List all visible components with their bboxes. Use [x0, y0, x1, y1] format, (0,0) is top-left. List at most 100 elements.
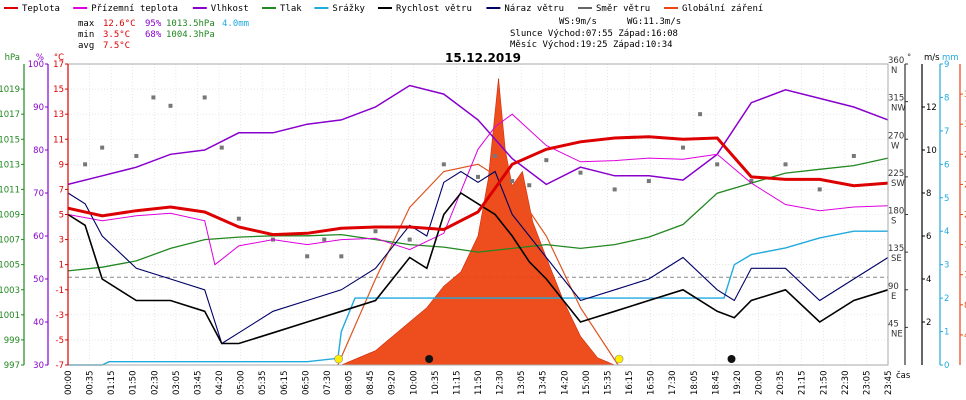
axis-c-tick-label: 7 — [59, 185, 64, 195]
axis-mm-tick-label: 0 — [944, 361, 949, 371]
wind-direction-point — [134, 153, 139, 158]
axis-hpa-tick-label: 997 — [4, 361, 20, 371]
axis-wm2-tick-label: 168 — [964, 241, 966, 251]
axis-ms-tick-label: 8 — [926, 189, 931, 199]
x-tick-label: 23:05 — [862, 371, 872, 396]
axis-pct-tick-label: 70 — [33, 189, 44, 199]
axis-pct-tick-label: 90 — [33, 103, 44, 113]
axis-hpa-tick-label: 1011 — [0, 185, 20, 195]
stat-max-label: max — [78, 19, 95, 29]
axis-mm-tick-label: 4 — [944, 227, 949, 237]
axis-deg-unit: ° — [907, 53, 911, 63]
axis-deg-tick-label: 180 — [888, 207, 904, 217]
axis-hpa-tick-label: 999 — [4, 336, 20, 346]
wind-direction-point — [168, 103, 173, 108]
axis-c-tick-label: -5 — [56, 336, 64, 346]
series-clear-sky-radiation — [337, 163, 619, 366]
axis-wm2-tick-label: 378 — [964, 90, 966, 100]
x-tick-label: 08:05 — [345, 371, 355, 396]
x-tick-label: 19:20 — [733, 371, 743, 396]
axis-mm-tick-label: 1 — [944, 328, 949, 338]
wind-direction-point — [698, 112, 703, 117]
series-wind-gust — [67, 170, 889, 345]
x-tick-label: 21:15 — [798, 371, 808, 396]
stat-max-temp: 12.6°C — [103, 19, 136, 29]
axis-deg-tick-label: NE — [891, 329, 903, 339]
stat-avg-label: avg — [78, 41, 94, 51]
axis-c-tick-label: 9 — [59, 160, 64, 170]
legend-label: Vlhkost — [211, 4, 249, 14]
x-tick-label: 15:00 — [582, 371, 592, 396]
chart-title: 15.12.2019 — [445, 51, 521, 65]
axis-ms-tick-label: 10 — [926, 146, 937, 156]
axis-deg-tick-label: SE — [891, 254, 902, 264]
axis-mm-tick-label: 2 — [944, 294, 949, 304]
wind-direction-point — [749, 179, 754, 184]
series-rain — [68, 230, 888, 366]
x-tick-label: 20:00 — [755, 371, 765, 396]
axis-deg-tick-label: 360 — [888, 56, 904, 66]
wind-direction-point — [151, 95, 156, 100]
axis-c-tick-label: -7 — [56, 361, 64, 371]
x-tick-label: 10:35 — [431, 371, 441, 396]
x-axis-label: čas — [896, 370, 911, 381]
axis-deg-tick-label: W — [891, 141, 900, 151]
x-tick-label: 05:00 — [237, 371, 247, 396]
wind-direction-point — [322, 237, 327, 242]
wind-direction-point — [373, 229, 378, 234]
wind-direction-point — [219, 145, 224, 150]
wind-direction-point — [646, 179, 651, 184]
axis-deg-tick-label: 270 — [888, 131, 904, 141]
axis-c-tick-label: 17 — [53, 60, 64, 70]
x-tick-label: 11:15 — [452, 371, 462, 396]
wind-direction-point — [100, 145, 105, 150]
legend: Teplota Přízemní teplota Vlhkost Tlak Srážky… — [4, 4, 763, 14]
series-wind-speed — [67, 191, 889, 345]
axis-hpa-tick-label: 1013 — [0, 160, 20, 170]
axis-pct-tick-label: 100 — [28, 60, 44, 70]
axis-wm2-tick-label: 294 — [964, 150, 966, 160]
axis-c-tick-label: 3 — [59, 236, 64, 246]
info-block: WS:9m/s WG:11.3m/s Slunce Východ:07:55 Z… — [510, 17, 681, 50]
x-tick-label: 13:05 — [517, 371, 527, 396]
x-tick-label: 02:30 — [150, 371, 160, 396]
x-tick-label: 00:00 — [64, 371, 74, 396]
wind-direction-point — [339, 254, 344, 259]
axes: 00:00 00:35 01:15 01:50 02:30 03:05 03:45 04:20… — [0, 53, 966, 395]
series-temperature — [67, 135, 889, 237]
x-tick-label: 06:15 — [280, 371, 290, 396]
axis-deg-tick-label: 315 — [888, 94, 904, 104]
axis-c-tick-label: -3 — [56, 311, 64, 321]
axis-hpa-unit: hPa — [5, 53, 20, 63]
wind-direction-point — [202, 95, 207, 100]
wind-direction-point — [578, 170, 583, 175]
x-tick-label: 06:50 — [301, 371, 311, 396]
x-tick-label: 13:45 — [539, 371, 549, 396]
axis-pct-tick-label: 30 — [33, 361, 44, 371]
x-tick-label: 01:15 — [107, 371, 117, 396]
x-tick-label: 22:30 — [841, 371, 851, 396]
wind-direction-point — [441, 162, 446, 167]
axis-hpa-tick-label: 1017 — [0, 110, 20, 120]
x-tick-label: 01:50 — [129, 371, 139, 396]
x-tick-label: 07:30 — [323, 371, 333, 396]
wind-direction-point — [493, 153, 498, 158]
axis-wm2-tick-label: 336 — [964, 120, 966, 130]
info-moon: Měsíc Východ:19:25 Západ:10:34 — [510, 40, 673, 50]
axis-ms-unit: m/s — [924, 53, 940, 63]
axis-c-tick-label: -1 — [56, 286, 64, 296]
axis-pct-tick-label: 60 — [33, 232, 44, 242]
x-tick-label: 09:20 — [388, 371, 398, 396]
axis-mm-tick-label: 9 — [944, 60, 949, 70]
x-tick-label: 11:50 — [474, 371, 484, 396]
x-tick-label: 12:30 — [496, 370, 506, 395]
stat-min-label: min — [78, 30, 94, 40]
axis-pct-tick-label: 50 — [33, 275, 44, 285]
x-tick-label: 18:45 — [711, 371, 721, 396]
wind-direction-point — [681, 145, 685, 150]
axis-deg-tick-label: 45 — [888, 319, 899, 329]
x-tick-label: 00:35 — [86, 371, 96, 396]
axis-mm-tick-label: 8 — [944, 93, 949, 103]
moonrise-marker — [727, 355, 736, 363]
x-tick-label: 03:05 — [172, 371, 182, 396]
